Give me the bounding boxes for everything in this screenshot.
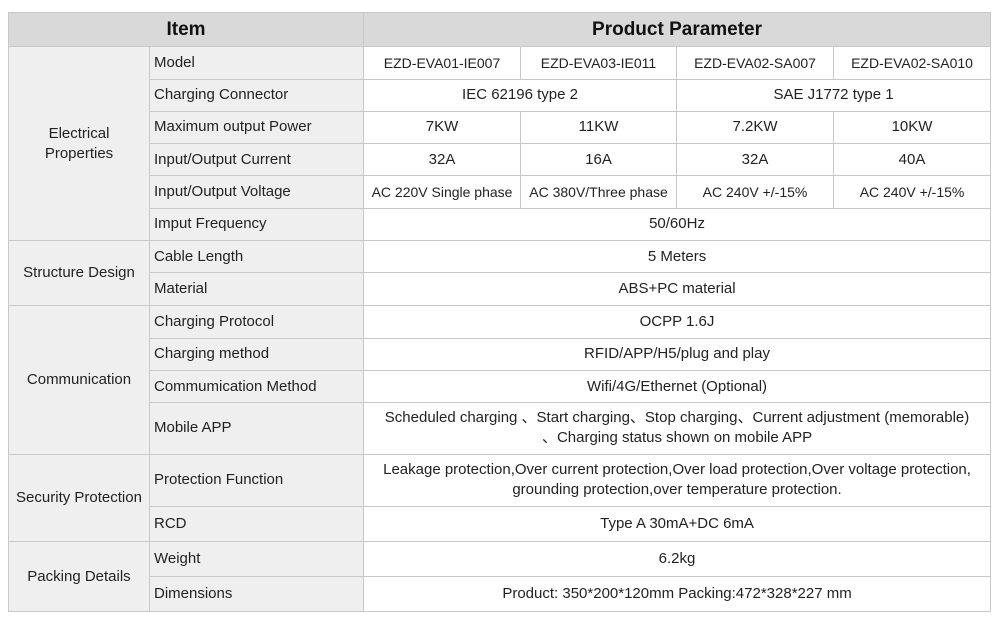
value-cell: 10KW [833,110,992,145]
category-electrical-properties: Electrical Properties [8,46,150,241]
param-label: RCD [148,506,365,543]
value-line: Leakage protection,Over current protecti… [383,461,971,479]
value-cell: Scheduled charging 、Start charging、Stop … [363,402,992,455]
value-cell: Leakage protection,Over current protecti… [363,453,992,508]
table-row-voltage: Input/Output Voltage AC 220V Single phas… [9,175,992,209]
param-label: Weight [148,541,365,577]
value-cell: AC 240V +/-15% [676,175,835,209]
value-cell: 11KW [520,110,678,145]
header-item: Item [7,11,365,48]
table-row-current: Input/Output Current 32A 16A 32A 40A [9,143,992,177]
header-product-parameter: Product Parameter [363,11,992,48]
category-communication: Communication [8,305,150,455]
table-row-model: Electrical Properties Model EZD-EVA01-IE… [8,46,992,241]
param-label: Material [148,272,365,307]
value-cell: Type A 30mA+DC 6mA [363,506,992,543]
table-row-power: Maximum output Power 7KW 11KW 7.2KW 10KW [9,110,992,145]
category-label: Properties [44,144,114,162]
value-cell: RFID/APP/H5/plug and play [363,337,992,371]
value-cell: 32A [676,143,835,177]
value-cell: AC 240V +/-15% [833,175,992,209]
value-line: grounding protection,over temperature pr… [512,481,842,499]
value-cell: EZD-EVA02-SA010 [833,46,992,80]
value-cell: 16A [520,143,678,177]
table-row-mobile-app: Mobile APP Scheduled charging 、Start cha… [9,402,992,455]
value-cell: 5 Meters [363,239,992,274]
value-line: Scheduled charging 、Start charging、Stop … [384,409,970,427]
value-cell: OCPP 1.6J [363,305,992,339]
table-row-cable: Structure Design Cable Length 5 Meters [8,239,992,307]
value-cell: AC 380V/Three phase [520,175,678,209]
category-security-protection: Security Protection [8,453,150,543]
table-row-frequency: Imput Frequency 50/60Hz [9,207,992,241]
table-row-material: Material ABS+PC material [9,272,992,307]
value-cell: ABS+PC material [363,272,992,307]
param-label: Input/Output Voltage [148,175,365,209]
param-label: Imput Frequency [148,207,365,241]
value-cell: 40A [833,143,992,177]
param-label: Commumication Method [148,369,365,404]
table-row-weight: Packing Details Weight 6.2kg [8,541,992,612]
param-label: Mobile APP [148,402,365,455]
table-row-method: Charging method RFID/APP/H5/plug and pla… [9,337,992,371]
param-label: Cable Length [148,239,365,274]
category-packing-details: Packing Details [8,541,150,612]
table-row-protection: Security Protection Protection Function … [8,453,992,543]
value-cell: AC 220V Single phase [363,175,522,209]
category-structure-design: Structure Design [8,239,150,307]
product-spec-table: Item Product Parameter Electrical Proper… [7,11,992,613]
param-label: Maximum output Power [148,110,365,145]
value-cell: Wifi/4G/Ethernet (Optional) [363,369,992,404]
param-label: Dimensions [148,575,365,613]
value-cell: SAE J1772 type 1 [676,78,992,112]
value-cell: EZD-EVA01-IE007 [363,46,522,80]
param-label: Input/Output Current [148,143,365,177]
value-cell: EZD-EVA02-SA007 [676,46,835,80]
value-cell: Product: 350*200*120mm Packing:472*328*2… [363,575,992,613]
table-row-rcd: RCD Type A 30mA+DC 6mA [9,506,992,543]
param-label: Charging Connector [148,78,365,112]
table-row-dimensions: Dimensions Product: 350*200*120mm Packin… [9,575,992,613]
category-label: Electrical [48,124,110,142]
param-label: Protection Function [148,453,365,508]
param-label: Model [148,46,365,80]
table-row-comm-method: Commumication Method Wifi/4G/Ethernet (O… [9,369,992,404]
value-cell: 32A [363,143,522,177]
value-cell: 6.2kg [363,541,992,577]
value-cell: IEC 62196 type 2 [363,78,678,112]
header-row: Item Product Parameter [7,11,992,48]
param-label: Charging method [148,337,365,371]
value-cell: 50/60Hz [363,207,992,241]
table-row-protocol: Communication Charging Protocol OCPP 1.6… [8,305,992,455]
value-cell: 7.2KW [676,110,835,145]
table-row-connector: Charging Connector IEC 62196 type 2 SAE … [9,78,992,112]
param-label: Charging Protocol [148,305,365,339]
value-line: 、Charging status shown on mobile APP [541,429,813,447]
value-cell: EZD-EVA03-IE011 [520,46,678,80]
value-cell: 7KW [363,110,522,145]
